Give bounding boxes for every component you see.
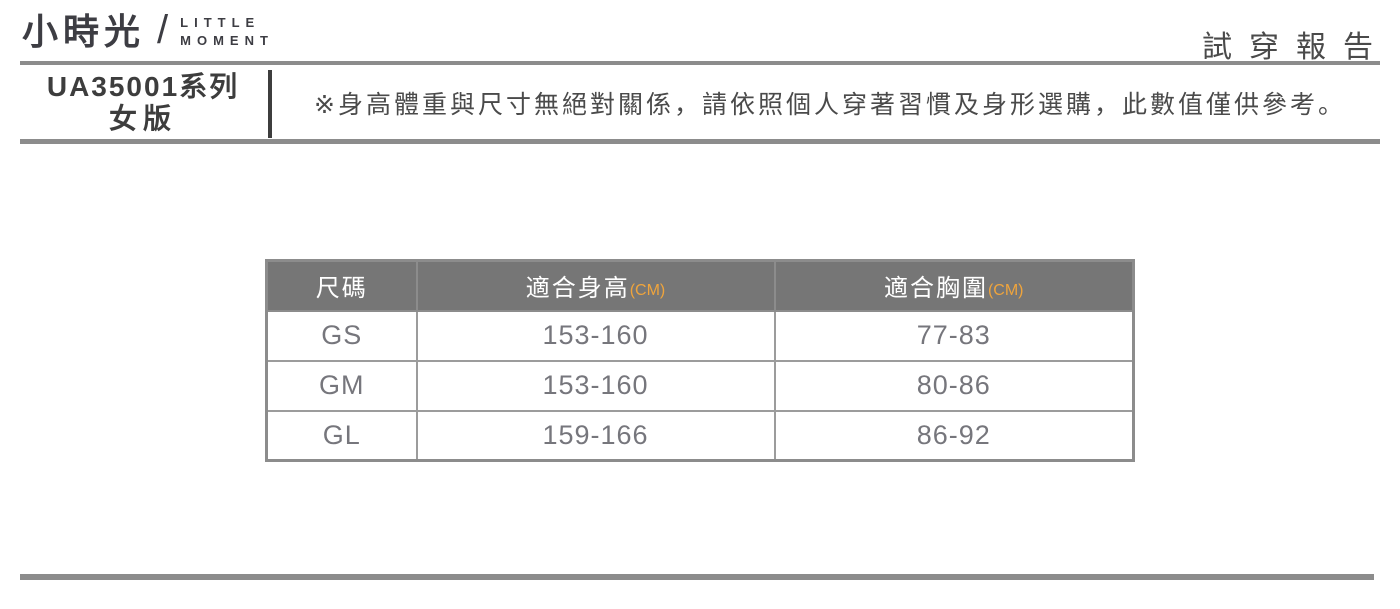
- table-row: GS 153-160 77-83: [265, 309, 1135, 362]
- table-row: GM 153-160 80-86: [265, 359, 1135, 412]
- page-title: 試穿報告: [1202, 31, 1390, 64]
- column-header-chest: 適合胸圍(CM): [773, 259, 1135, 312]
- brand-logo-en-line2: MOMENT: [180, 32, 274, 48]
- product-series: UA35001系列: [46, 70, 240, 102]
- cell-height: 153-160: [415, 359, 776, 412]
- product-version: 女版: [108, 103, 177, 134]
- column-header-size: 尺碼: [265, 259, 418, 312]
- cell-height: 159-166: [415, 409, 776, 462]
- cell-height: 153-160: [415, 309, 776, 362]
- divider-bottom: [20, 574, 1374, 580]
- column-header-size-label: 尺碼: [315, 275, 368, 303]
- cell-size: GL: [265, 409, 418, 462]
- table-row: GL 159-166 86-92: [265, 409, 1135, 462]
- brand-logo-slash-icon: /: [157, 8, 169, 52]
- brand-logo-cjk: 小時光: [22, 11, 146, 52]
- column-header-chest-unit: (CM): [987, 282, 1024, 300]
- column-header-height-label: 適合身高: [525, 275, 630, 303]
- column-header-height-unit: (CM): [629, 282, 666, 300]
- cell-size: GS: [265, 309, 418, 362]
- brand-logo-en-line1: LITTLE: [180, 15, 261, 31]
- cell-chest: 77-83: [773, 309, 1135, 362]
- column-header-height: 適合身高(CM): [415, 259, 776, 312]
- divider-top: [20, 61, 1380, 65]
- sizing-note: ※身高體重與尺寸無絕對關係，請依照個人穿著習慣及身形選購，此數值僅供參考。: [314, 91, 1346, 119]
- column-header-chest-label: 適合胸圍: [883, 275, 988, 303]
- vertical-divider: [268, 70, 272, 138]
- divider-header: [20, 139, 1380, 144]
- cell-size: GM: [265, 359, 418, 412]
- cell-chest: 86-92: [773, 409, 1135, 462]
- brand-logo-en: LITTLE MOMENT: [180, 15, 274, 48]
- size-chart-table: 尺碼 適合身高(CM) 適合胸圍(CM) GS 153-160 77-83 GM…: [265, 259, 1135, 462]
- product-block: UA35001系列 女版: [20, 68, 266, 138]
- brand-logo: 小時光 / LITTLE MOMENT: [22, 8, 274, 52]
- cell-chest: 80-86: [773, 359, 1135, 412]
- table-header-row: 尺碼 適合身高(CM) 適合胸圍(CM): [265, 259, 1135, 312]
